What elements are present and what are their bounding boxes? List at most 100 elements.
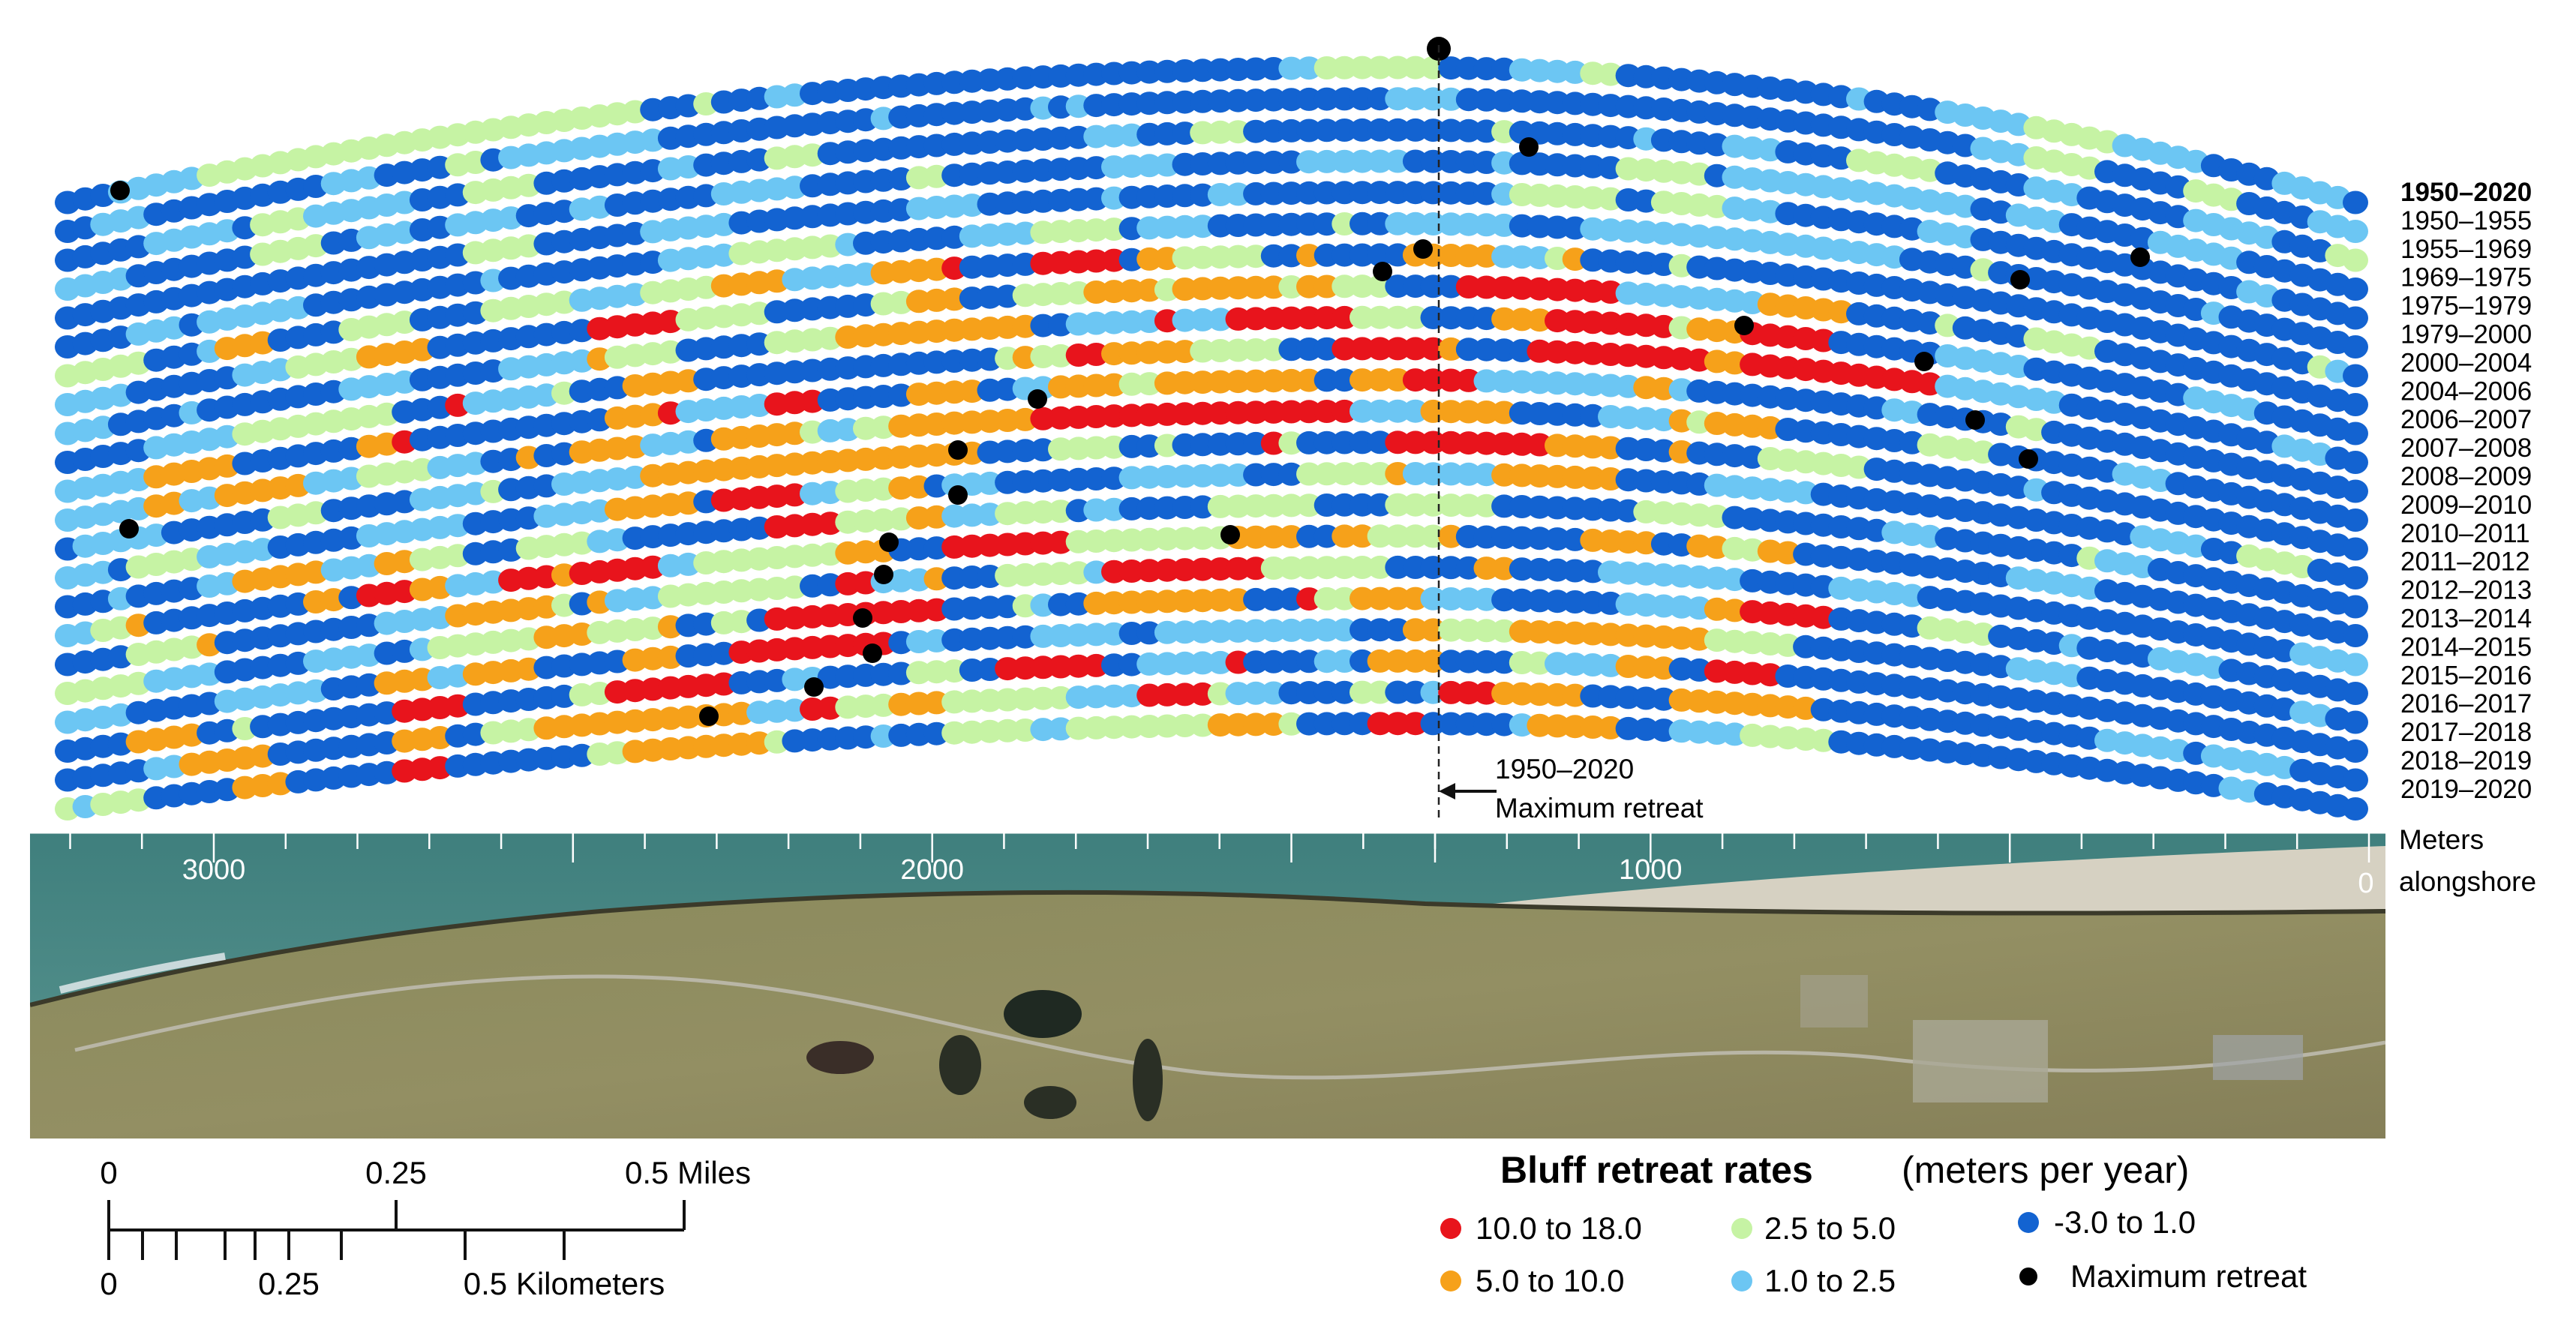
band-segment	[1438, 494, 1464, 518]
band-segment	[1243, 400, 1269, 424]
band-segment	[1314, 368, 1340, 392]
band-segment	[1172, 370, 1198, 394]
band-segment	[1190, 433, 1216, 457]
band-segment	[1402, 680, 1428, 704]
band-segment	[1260, 244, 1286, 268]
band-segment	[1545, 527, 1570, 551]
band-segment	[1278, 400, 1305, 424]
band-segment	[1314, 712, 1340, 736]
band-segment	[1332, 430, 1358, 454]
band-segment	[1243, 151, 1269, 175]
band-segment	[1473, 650, 1500, 674]
band-segment	[1367, 305, 1393, 329]
band-segment	[1243, 587, 1269, 611]
band-segment	[1296, 681, 1322, 704]
band-row	[55, 399, 2368, 532]
scale-bar: 0 0.25 0.5 Miles 0 0.25 0.5 Kilometers	[100, 1155, 751, 1301]
band-segment	[1385, 274, 1411, 298]
band-segment	[1455, 150, 1482, 174]
band-segment	[1473, 213, 1500, 237]
band-segment	[1118, 622, 1145, 645]
band-segment	[1314, 680, 1340, 704]
band-segment	[2343, 710, 2368, 734]
band-segment	[1438, 524, 1464, 548]
band-segment	[1278, 650, 1305, 674]
band-segment	[1296, 556, 1322, 580]
band-segment	[1048, 530, 1073, 554]
band-segment	[1190, 277, 1216, 301]
legend-swatch-orange	[1440, 1270, 1461, 1292]
band-segment	[1154, 402, 1180, 426]
band-segment	[1385, 399, 1411, 423]
band-segment	[1385, 212, 1411, 236]
band-segment	[2343, 364, 2368, 388]
band-segment	[1296, 368, 1322, 392]
band-segment	[1367, 618, 1393, 642]
period-labels: 1950–20201950–19551955–19691969–19751975…	[2400, 178, 2532, 804]
band-segment	[1438, 181, 1464, 205]
band-segment	[1367, 181, 1393, 205]
band-segment	[1491, 400, 1518, 424]
band-segment	[1101, 653, 1127, 677]
band-segment	[1136, 154, 1163, 178]
band-segment	[1455, 88, 1482, 112]
band-segment	[1243, 494, 1269, 518]
band-segment	[1296, 524, 1322, 548]
band-segment	[1473, 244, 1500, 268]
band-segment	[1207, 464, 1233, 488]
band-segment	[1172, 496, 1198, 519]
band-segment	[1473, 556, 1500, 580]
band-segment	[1207, 370, 1233, 394]
band-segment	[2343, 190, 2368, 214]
band-segment	[1420, 650, 1446, 673]
band-segment	[1385, 430, 1411, 454]
band-segment	[1260, 182, 1286, 206]
band-row	[55, 524, 2368, 647]
axis-unit-alongshore: alongshore	[2399, 866, 2536, 897]
band-segment	[1367, 493, 1393, 517]
band-segment	[1473, 494, 1500, 518]
band-segment	[1438, 274, 1464, 298]
band-segment	[1136, 60, 1163, 84]
band-segment	[1491, 369, 1518, 393]
band-segment	[1455, 56, 1482, 80]
band-segment	[1225, 682, 1251, 706]
band-segment	[2343, 451, 2368, 474]
band-segment	[1491, 682, 1518, 705]
band-segment	[1491, 307, 1518, 331]
band-segment	[1332, 586, 1358, 610]
band-segment	[1136, 403, 1163, 427]
band-segment	[1385, 618, 1411, 642]
band-segment	[1260, 400, 1286, 424]
band-segment	[1296, 244, 1322, 268]
max-retreat-dot	[1965, 410, 1985, 430]
band-segment	[1296, 56, 1322, 80]
band-segment	[1296, 118, 1322, 142]
band-segment	[1225, 151, 1251, 175]
band-segment	[1491, 619, 1518, 643]
band-segment	[2343, 422, 2368, 446]
band-segment	[1260, 463, 1286, 487]
band-segment	[1314, 149, 1340, 173]
band-segment	[1207, 245, 1233, 269]
band-segment	[1154, 309, 1180, 333]
band-segment	[1438, 56, 1464, 80]
band-segment	[1243, 681, 1269, 705]
band-segment	[1455, 338, 1482, 362]
band-segment	[1172, 246, 1198, 270]
period-label: 2006–2007	[2400, 405, 2532, 434]
band-segment	[1083, 591, 1109, 615]
band-segment	[1154, 465, 1180, 488]
max-retreat-dot	[1028, 389, 1047, 409]
pond	[1024, 1086, 1076, 1119]
band-segment	[1260, 57, 1286, 80]
band-segment	[1385, 649, 1411, 673]
period-label: 2004–2006	[2400, 376, 2532, 406]
band-segment	[1083, 622, 1109, 646]
band-segment	[1350, 712, 1375, 736]
band-segment	[1243, 463, 1269, 487]
band-segment	[1367, 712, 1393, 736]
band-segment	[1225, 588, 1251, 612]
band-segment	[1225, 494, 1251, 518]
band-segment	[1473, 712, 1500, 736]
